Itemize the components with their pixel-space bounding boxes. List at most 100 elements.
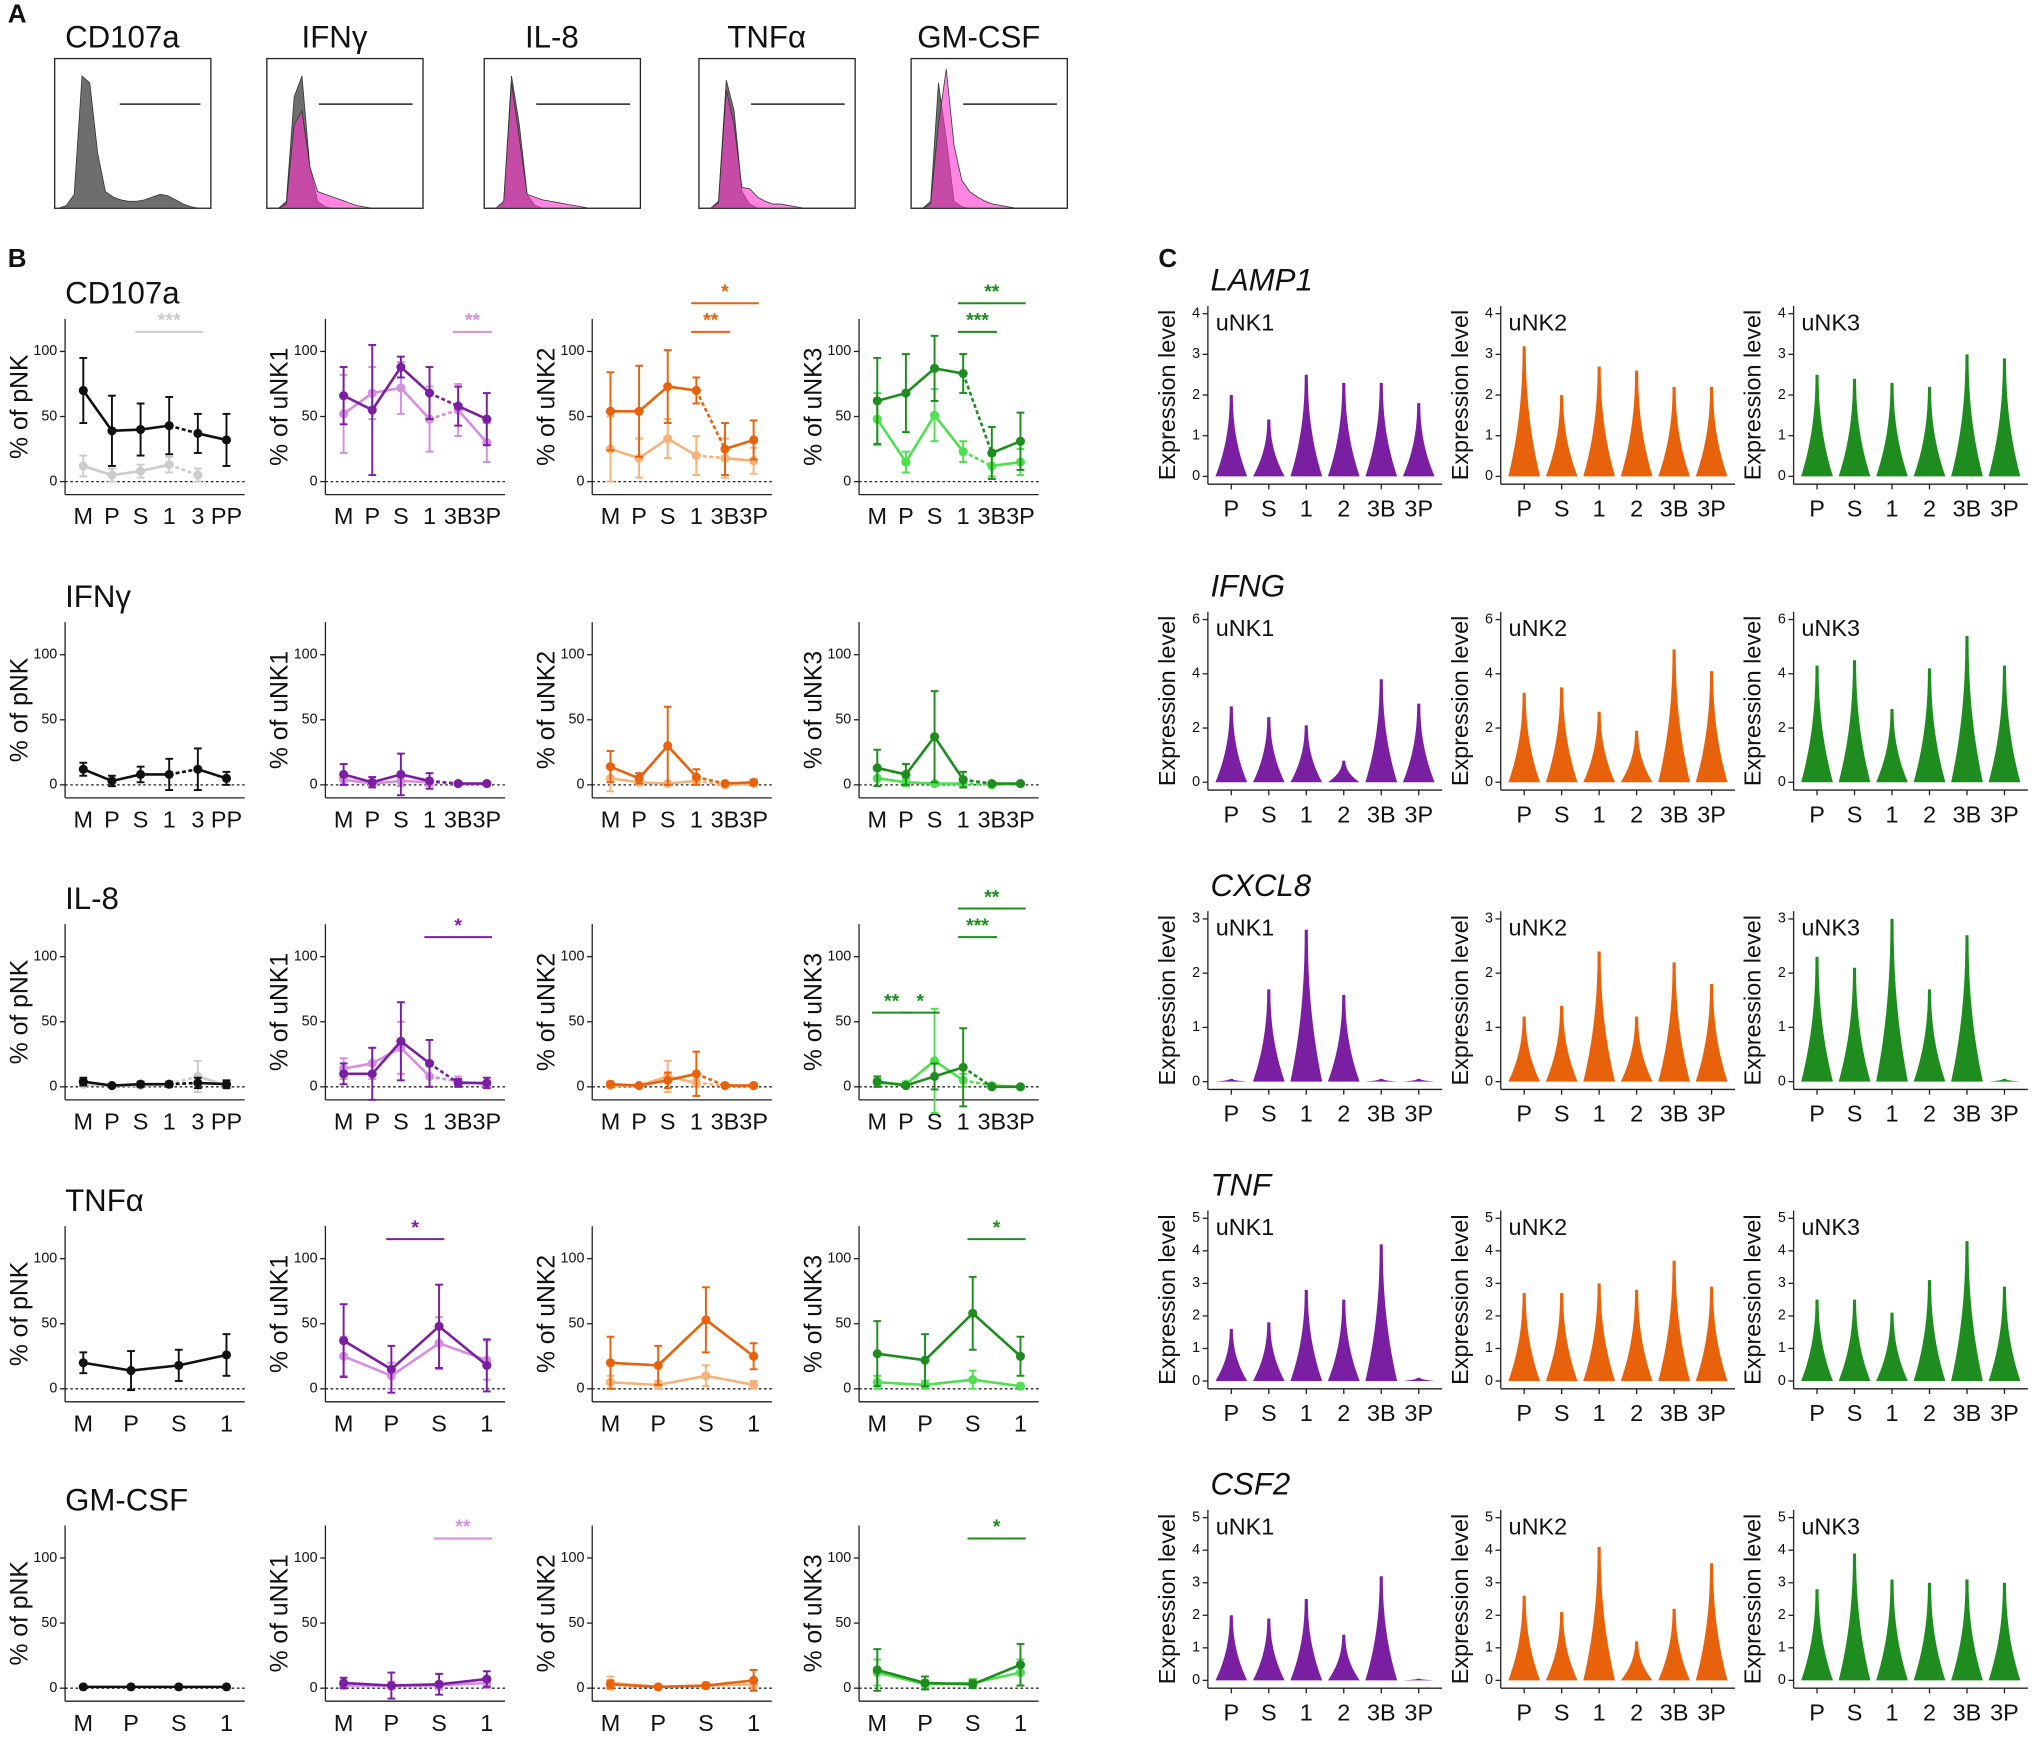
x-tick-label: 2 [1630,495,1643,521]
violin [1951,935,1983,1082]
series-segment [962,450,993,468]
series-segment [610,1361,659,1367]
y-tick-label: 100 [33,1550,57,1566]
data-point [78,385,88,396]
x-tick-label: 3B [1953,495,1982,521]
violin [1215,706,1248,783]
series-segment [168,767,199,776]
y-tick-label: 5 [1485,1210,1493,1226]
data-point [720,444,730,454]
panel-label: C [1158,243,1177,273]
series-segment [178,1353,227,1367]
violin [1508,692,1541,783]
violin [1583,711,1616,783]
data-point [701,1315,711,1325]
x-tick-label: 1 [690,1108,703,1134]
violin [1583,951,1616,1082]
x-tick-label: 1 [1014,1410,1027,1436]
x-tick-label: M [868,806,888,832]
violin [1695,984,1728,1082]
x-tick-label: PP [211,806,242,832]
y-tick-label: 0 [310,1381,318,1397]
x-tick-label: 3B [1953,801,1982,827]
x-tick-label: S [1847,1400,1863,1426]
data-point [929,1071,940,1081]
x-tick-label: 3P [1404,801,1433,827]
violin [1365,1078,1398,1082]
series-segment [695,389,727,450]
y-tick-label: 50 [835,1014,851,1030]
x-tick-label: 3P [1990,1699,2019,1725]
y-tick-label: 0 [1778,1073,1786,1089]
y-tick-label: 2 [1485,720,1493,736]
violin [1620,1016,1653,1082]
data-point [453,401,463,411]
series-segment [904,735,936,776]
data-point [958,1062,968,1072]
panel-subtitle: uNK2 [1509,615,1568,641]
y-tick-label: 100 [33,646,57,662]
y-tick-label: 0 [1778,774,1786,790]
y-tick-label: 50 [302,1014,318,1030]
series-segment [391,1682,440,1687]
x-tick-label: M [334,1410,354,1436]
y-tick-label: 2 [1778,965,1786,981]
data-point [339,391,349,401]
y-tick-label: 3 [1485,346,1493,362]
data-point [424,776,435,786]
y-tick-label: 0 [1192,468,1200,484]
series-segment [83,1080,113,1087]
series-segment [667,437,698,457]
y-axis-label: % of uNK3 [800,348,827,466]
violin [1801,374,1833,477]
significance-label: * [916,990,924,1012]
series-segment [876,391,907,403]
series-segment [371,366,402,411]
x-tick-label: P [1516,1101,1532,1127]
data-point [136,1079,146,1089]
series-segment [168,463,199,477]
data-point [987,779,997,789]
violin [1658,962,1690,1082]
violin [1695,386,1728,477]
x-tick-label: 1 [957,503,970,529]
x-tick-label: P [1224,1400,1240,1426]
series-segment [169,1081,198,1086]
y-tick-label: 0 [1485,774,1493,790]
y-axis-label: % of pNK [6,1561,33,1666]
y-tick-label: 6 [1192,611,1200,627]
series-segment [934,1066,964,1078]
density-area [58,75,207,209]
violin [1215,1078,1248,1082]
y-axis-label: Expression level [1740,310,1766,480]
data-point [872,763,882,773]
violin [1327,1299,1360,1381]
y-axis-label: Expression level [1154,915,1180,1085]
y-tick-label: 3 [1485,1575,1493,1591]
panel-subtitle: uNK3 [1801,615,1860,641]
y-tick-label: 5 [1192,1210,1200,1226]
y-tick-label: 2 [1778,1308,1786,1324]
series-segment [991,440,1021,455]
violin [1951,354,1983,477]
x-tick-label: M [601,1410,621,1436]
x-tick-label: S [927,1108,943,1134]
y-tick-label: 50 [569,1615,585,1631]
series-segment [610,1380,659,1387]
data-point [958,369,968,379]
violin [1365,1576,1398,1681]
series-segment [905,1059,936,1086]
y-tick-label: 1 [1192,427,1200,443]
panel-subtitle: uNK1 [1216,915,1275,941]
x-tick-label: 3P [1404,495,1433,521]
violin [1658,1608,1690,1681]
series-segment [638,385,669,413]
violin [1365,382,1398,477]
data-point [901,457,911,467]
y-tick-label: 0 [1485,1073,1493,1089]
violin [1327,994,1360,1082]
x-tick-label: 3B [711,1108,740,1134]
x-tick-label: 1 [957,1108,970,1134]
series-segment [457,409,488,444]
y-axis-label: Expression level [1447,915,1473,1085]
